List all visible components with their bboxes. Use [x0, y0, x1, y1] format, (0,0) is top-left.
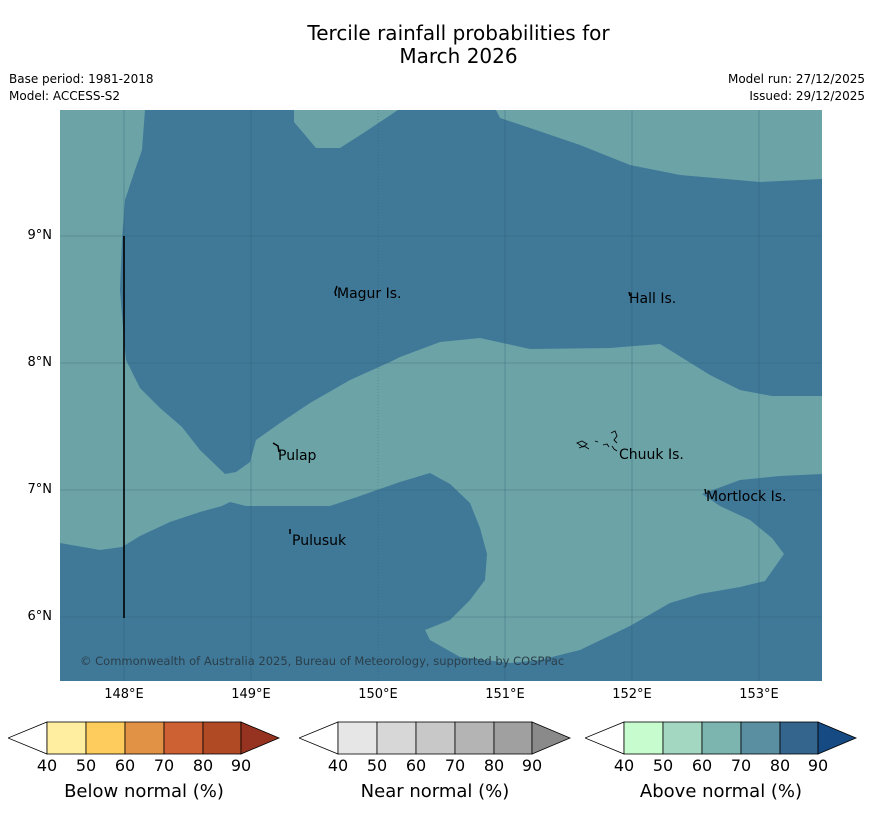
cbar-above-tick: 70 — [730, 756, 752, 775]
cbar-near-arrow-high — [531, 721, 572, 755]
magur-island-shape — [334, 285, 338, 297]
model-run: Model run: 27/12/2025 — [727, 72, 865, 86]
chuuk-islands-shape — [576, 430, 618, 452]
region-above-80-90-north — [120, 110, 822, 474]
cbar-below-70-80 — [163, 721, 204, 755]
cbar-near-arrow-low — [299, 721, 339, 755]
cbar-near-tick: 80 — [483, 756, 505, 775]
place-label-mortlock: Mortlock Is. — [706, 489, 786, 505]
cbar-below-tick: 50 — [75, 756, 97, 775]
cbar-near-60-70 — [415, 721, 456, 755]
cbar-near-tick: 40 — [327, 756, 349, 775]
base-period: Base period: 1981-2018 — [9, 72, 154, 86]
cbar-below-tick: 40 — [36, 756, 58, 775]
place-label-magur: Magur Is. — [337, 286, 402, 302]
cbar-below-60-70 — [124, 721, 165, 755]
rainfall-map: Magur Is. Hall Is. Pulap Chuuk Is. Mortl… — [60, 110, 822, 681]
cbar-near-tick: 90 — [521, 756, 543, 775]
cbar-above-tick: 60 — [691, 756, 713, 775]
cbar-below-tick: 80 — [192, 756, 214, 775]
model-name: Model: ACCESS-S2 — [9, 89, 121, 103]
lon-label-153e: 153°E — [739, 687, 779, 702]
cbar-near-tick: 50 — [366, 756, 388, 775]
cbar-above-70-80 — [740, 721, 781, 755]
cbar-below-arrow-low — [8, 721, 48, 755]
cbar-below-tick: 60 — [114, 756, 136, 775]
title-line-1: Tercile rainfall probabilities for — [307, 21, 610, 45]
lat-label-8n: 8°N — [27, 355, 53, 370]
cbar-above-40-50 — [623, 721, 664, 755]
cbar-near-70-80 — [454, 721, 495, 755]
colorbar-near-normal — [299, 721, 572, 755]
cbar-above-50-60 — [662, 721, 703, 755]
hall-island-shape — [628, 291, 631, 297]
cbar-above-60-70 — [701, 721, 742, 755]
mortlock-island-shape — [704, 488, 707, 495]
meta-right: Model run: 27/12/2025 Issued: 29/12/2025 — [728, 71, 865, 105]
cbar-near-80-90 — [493, 721, 533, 755]
cbar-above-arrow-low — [585, 721, 625, 755]
cbar-below-arrow-high — [240, 721, 281, 755]
cbar-above-tick: 50 — [652, 756, 674, 775]
cbar-above-arrow-high — [817, 721, 858, 755]
lon-label-151e: 151°E — [485, 687, 525, 702]
cbar-near-40-50 — [337, 721, 378, 755]
colorbar-above-normal — [585, 721, 858, 755]
meta-left: Base period: 1981-2018 Model: ACCESS-S2 — [9, 71, 154, 105]
cbar-near-title: Near normal (%) — [360, 781, 510, 802]
cbar-above-tick: 80 — [769, 756, 791, 775]
copyright-notice: © Commonwealth of Australia 2025, Bureau… — [80, 654, 564, 668]
issued-date: Issued: 29/12/2025 — [749, 89, 865, 103]
cbar-below-50-60 — [85, 721, 126, 755]
lon-label-149e: 149°E — [231, 687, 271, 702]
region-above-80-90-south — [60, 473, 822, 681]
cbar-above-title: Above normal (%) — [639, 781, 803, 802]
lon-label-150e: 150°E — [358, 687, 398, 702]
cbar-below-40-50 — [46, 721, 87, 755]
cbar-below-title: Below normal (%) — [64, 781, 224, 802]
lon-label-152e: 152°E — [612, 687, 652, 702]
graticule — [60, 110, 822, 681]
place-label-chuuk: Chuuk Is. — [619, 447, 684, 463]
cbar-near-tick: 70 — [444, 756, 466, 775]
cbar-below-tick: 90 — [230, 756, 252, 775]
cbar-above-80-90 — [779, 721, 819, 755]
cbar-near-tick: 60 — [405, 756, 427, 775]
lat-label-7n: 7°N — [27, 482, 53, 497]
lat-label-6n: 6°N — [27, 609, 53, 624]
cbar-below-tick: 70 — [153, 756, 175, 775]
title-line-2: March 2026 — [399, 44, 518, 68]
pulap-island-shape — [272, 442, 280, 453]
place-label-hall: Hall Is. — [629, 291, 676, 307]
lat-label-9n: 9°N — [27, 228, 53, 243]
cbar-near-50-60 — [376, 721, 417, 755]
island-markers — [272, 285, 707, 534]
cbar-above-tick: 40 — [613, 756, 635, 775]
place-label-pulusuk: Pulusuk — [292, 533, 347, 549]
place-label-pulap: Pulap — [278, 448, 317, 464]
chart-title: Tercile rainfall probabilities for March… — [0, 22, 873, 68]
cbar-below-80-90 — [202, 721, 242, 755]
lon-label-148e: 148°E — [104, 687, 144, 702]
cbar-above-tick: 90 — [807, 756, 829, 775]
colorbar-below-normal — [8, 721, 281, 755]
